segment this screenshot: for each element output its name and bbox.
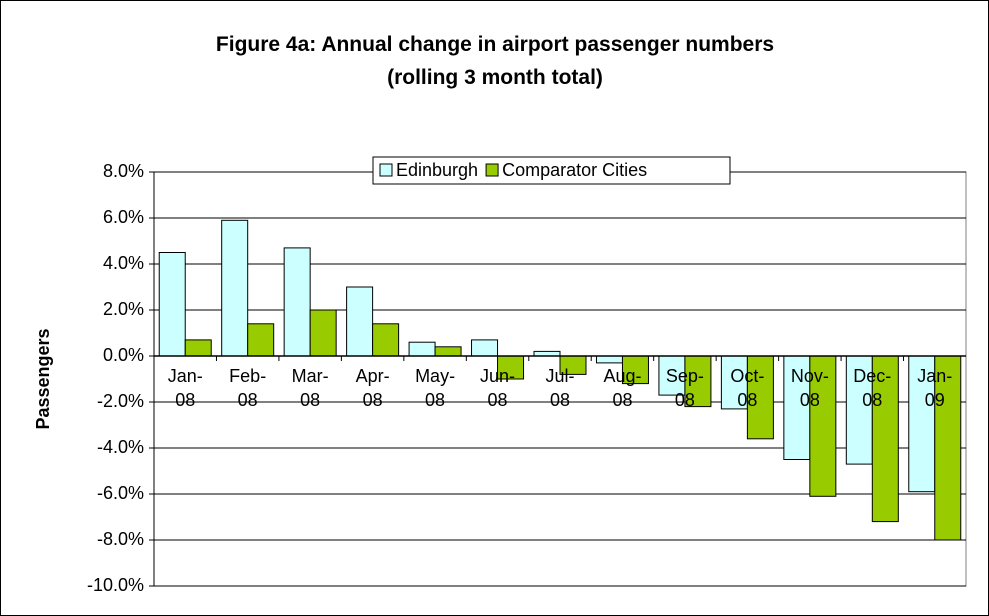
legend-swatch (485, 163, 499, 177)
y-tick-label: 8.0% (103, 161, 144, 181)
bar (621, 355, 649, 385)
x-tick-label: Aug-08 (603, 366, 642, 410)
y-axis-label: Passengers (33, 328, 53, 429)
x-tick-label: Jul-08 (545, 366, 575, 410)
bar (434, 346, 462, 357)
chart-title: Figure 4a: Annual change in airport pass… (215, 33, 775, 89)
y-tick-label: 4.0% (103, 253, 144, 273)
y-tick-label: -8.0% (97, 529, 144, 549)
bar (746, 355, 774, 440)
bar (471, 339, 499, 357)
x-tick-label: Jan-08 (167, 366, 203, 410)
bar (658, 355, 686, 396)
legend-swatch (379, 163, 393, 177)
legend-label: Comparator Cities (502, 160, 647, 180)
y-tick-label: 6.0% (103, 207, 144, 227)
y-tick-label: 0.0% (103, 345, 144, 365)
x-tick-label: May-08 (415, 366, 456, 410)
y-tick-label: 2.0% (103, 299, 144, 319)
x-tick-label: Jun-08 (480, 366, 516, 410)
bar (346, 286, 374, 357)
bar (372, 323, 400, 357)
bar (595, 355, 623, 364)
bar (247, 323, 275, 357)
y-tick-label: -2.0% (97, 391, 144, 411)
y-tick-label: -10.0% (87, 575, 144, 595)
bar (408, 341, 436, 357)
bar (908, 355, 936, 493)
bar (221, 219, 249, 357)
legend-label: Edinburgh (396, 160, 478, 180)
x-tick-label: Jan-09 (917, 366, 953, 410)
x-tick-label: Mar-08 (291, 366, 329, 410)
x-tick-label: Feb-08 (229, 366, 267, 410)
bar (158, 252, 186, 357)
bar (809, 355, 837, 497)
bar (309, 309, 337, 357)
x-tick-label: Oct-08 (730, 366, 765, 410)
legend-box (372, 156, 731, 185)
x-tick-label: Apr-08 (355, 366, 390, 410)
y-tick-label: -4.0% (97, 437, 144, 457)
bar (184, 339, 212, 357)
bar (934, 355, 962, 541)
x-tick-label: Nov-08 (790, 366, 829, 410)
bar (684, 355, 712, 408)
y-tick-label: -6.0% (97, 483, 144, 503)
x-tick-label: Sep-08 (665, 366, 704, 410)
bar (871, 355, 899, 523)
bar (720, 355, 748, 410)
x-tick-label: Dec-08 (853, 366, 892, 410)
bar (283, 247, 311, 357)
